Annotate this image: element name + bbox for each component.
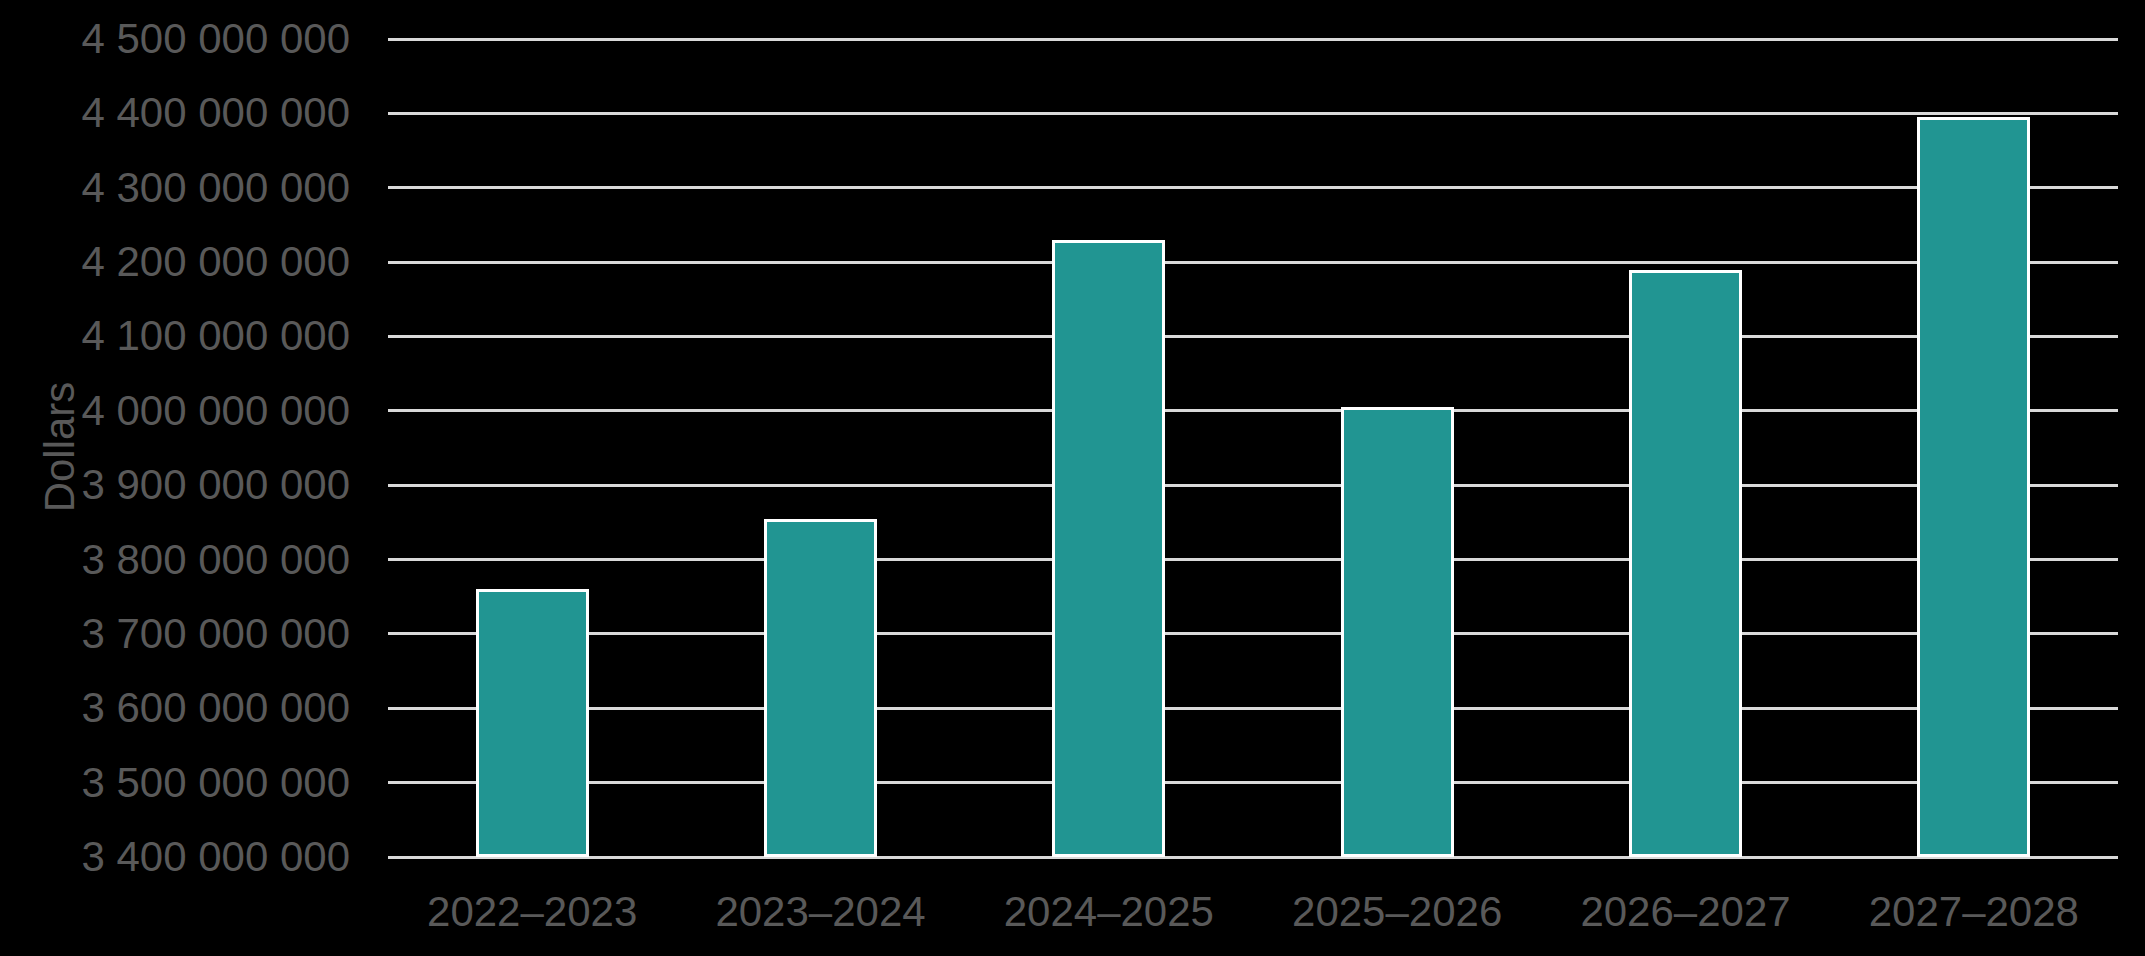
bar-2022–2023 <box>476 589 589 857</box>
gridline <box>388 409 2118 412</box>
y-axis-tick-label: 3 900 000 000 <box>0 464 350 506</box>
bar-2025–2026 <box>1341 407 1454 857</box>
gridline <box>388 558 2118 561</box>
gridline <box>388 856 2118 859</box>
bar-chart: Dollars 4 500 000 0004 400 000 0004 300 … <box>0 0 2145 956</box>
bar-2024–2025 <box>1052 240 1165 857</box>
gridline <box>388 38 2118 41</box>
x-axis-tick-label: 2022–2023 <box>427 891 637 933</box>
y-axis-tick-label: 3 800 000 000 <box>0 539 350 581</box>
x-axis-tick-label: 2027–2028 <box>1869 891 2079 933</box>
y-axis-tick-label: 4 400 000 000 <box>0 92 350 134</box>
x-axis-tick-label: 2026–2027 <box>1580 891 1790 933</box>
x-axis-tick-label: 2025–2026 <box>1292 891 1502 933</box>
bar-2027–2028 <box>1917 117 2030 857</box>
y-axis-tick-label: 3 700 000 000 <box>0 613 350 655</box>
gridline <box>388 707 2118 710</box>
bar-2026–2027 <box>1629 270 1742 857</box>
y-axis-tick-label: 4 200 000 000 <box>0 241 350 283</box>
gridline <box>388 632 2118 635</box>
x-axis-tick-label: 2023–2024 <box>715 891 925 933</box>
y-axis-tick-label: 3 400 000 000 <box>0 836 350 878</box>
y-axis-tick-label: 4 300 000 000 <box>0 167 350 209</box>
y-axis-tick-label: 3 600 000 000 <box>0 687 350 729</box>
gridline <box>388 484 2118 487</box>
gridline <box>388 186 2118 189</box>
gridline <box>388 781 2118 784</box>
bar-2023–2024 <box>764 519 877 857</box>
gridline <box>388 335 2118 338</box>
y-axis-tick-label: 4 100 000 000 <box>0 315 350 357</box>
y-axis-tick-label: 4 000 000 000 <box>0 390 350 432</box>
gridline <box>388 112 2118 115</box>
y-axis-tick-label: 4 500 000 000 <box>0 18 350 60</box>
x-axis-tick-label: 2024–2025 <box>1004 891 1214 933</box>
plot-area <box>388 0 2118 956</box>
y-axis-tick-label: 3 500 000 000 <box>0 762 350 804</box>
gridline <box>388 261 2118 264</box>
